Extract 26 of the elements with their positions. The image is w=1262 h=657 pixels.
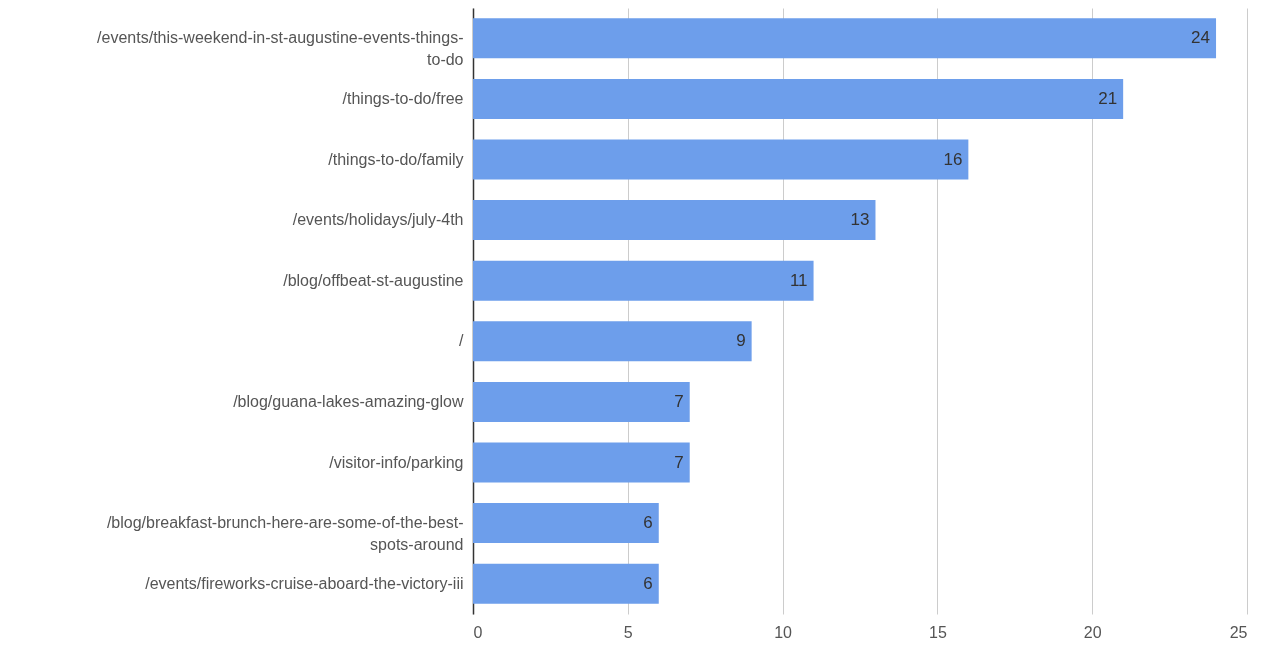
y-tick-label: /blog/breakfast-brunch-here-are-some-of-the-best-spots-around <box>106 514 464 554</box>
y-tick-label: /events/this-weekend-in-st-augustine-events-things-to-do <box>97 29 464 69</box>
data-label: 7 <box>674 452 684 472</box>
x-tick-label: 0 <box>473 623 483 641</box>
data-label: 24 <box>1191 28 1211 48</box>
x-tick-label: 25 <box>1229 623 1248 641</box>
data-label: 6 <box>643 573 653 593</box>
x-tick-label: 5 <box>623 623 633 641</box>
y-tick-label: /things-to-do/free <box>342 89 464 107</box>
y-tick-label: /blog/guana-lakes-amazing-glow <box>233 392 464 410</box>
data-label: 21 <box>1098 88 1118 108</box>
x-tick-label: 10 <box>774 623 793 641</box>
y-tick-label: /things-to-do/family <box>328 150 464 168</box>
y-tick-label: / <box>459 332 465 350</box>
y-tick-label: /events/fireworks-cruise-aboard-the-victory-iii <box>145 574 464 592</box>
data-label: 11 <box>789 270 808 290</box>
data-label: 13 <box>850 210 870 230</box>
data-label: 9 <box>736 331 746 351</box>
y-tick-label: /events/holidays/july-4th <box>292 211 464 229</box>
x-tick-label: 15 <box>929 623 947 641</box>
x-tick-label: 20 <box>1083 623 1102 641</box>
y-tick-label: /blog/offbeat-st-augustine <box>283 271 464 289</box>
data-label: 7 <box>674 391 684 411</box>
data-label: 16 <box>943 149 963 169</box>
data-label: 6 <box>643 513 653 533</box>
y-tick-label: /visitor-info/parking <box>329 453 464 471</box>
